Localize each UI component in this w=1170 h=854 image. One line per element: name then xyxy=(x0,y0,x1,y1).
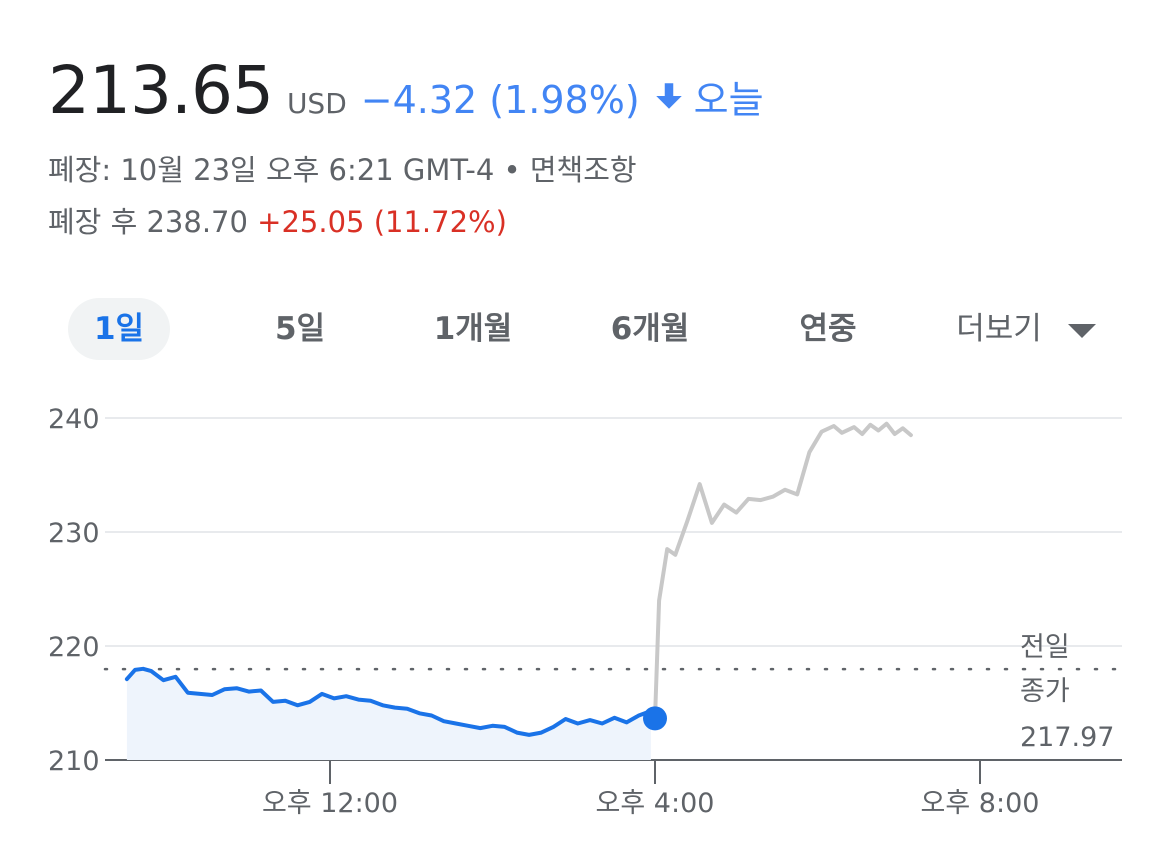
y-tick-label: 230 xyxy=(48,518,100,549)
previous-close-value: 217.97 xyxy=(1020,722,1114,753)
previous-close-label: 종가 xyxy=(1020,676,1070,707)
after-hours-price: 폐장 후 238.70 xyxy=(48,205,248,239)
triangle-down-icon xyxy=(1067,323,1096,338)
x-tick-label: 오후 12:00 xyxy=(262,788,398,819)
close-info: 폐장: 10월 23일 오후 6:21 GMT-4 • 면책조항 xyxy=(48,147,1150,189)
y-tick-label: 210 xyxy=(48,746,100,777)
regular-area-fill xyxy=(126,668,651,760)
period-label: 오늘 xyxy=(693,78,764,122)
price-row: 213.65 USD −4.32 (1.98%) 오늘 xyxy=(48,52,1150,129)
line-layer xyxy=(124,421,913,737)
after-hours-change: +25.05 (11.72%) xyxy=(257,205,507,239)
tab-6m[interactable]: 6개월 xyxy=(610,311,690,347)
tab-1d[interactable]: 1일 xyxy=(68,298,170,360)
after-hours-line xyxy=(653,421,913,721)
regular-session-line xyxy=(124,666,653,737)
more-menu[interactable]: 더보기 xyxy=(946,298,1106,360)
price-change: −4.32 (1.98%) xyxy=(360,78,640,122)
y-tick-label: 240 xyxy=(48,404,100,435)
more-label: 더보기 xyxy=(956,311,1042,347)
x-tick-label: 오후 4:00 xyxy=(596,788,715,819)
after-hours-info: 폐장 후 238.70 +25.05 (11.72%) xyxy=(48,199,1150,241)
arrow-down-icon xyxy=(655,83,682,109)
fill-layer xyxy=(126,668,651,760)
close-point-marker xyxy=(643,706,667,731)
current-price: 213.65 xyxy=(48,52,274,129)
tab-5d[interactable]: 5일 xyxy=(274,311,326,347)
close-info-text: 폐장: 10월 23일 오후 6:21 GMT-4 • 면책조항 xyxy=(48,153,637,187)
x-tick-label: 오후 8:00 xyxy=(921,788,1040,819)
tab-ytd[interactable]: 연중 xyxy=(799,311,857,347)
tab-1m[interactable]: 1개월 xyxy=(433,311,513,347)
currency-label: USD xyxy=(286,87,347,120)
quote-header: 213.65 USD −4.32 (1.98%) 오늘 폐장: 10월 23일 … xyxy=(48,52,1150,241)
previous-close-label: 전일 xyxy=(1020,632,1070,663)
y-tick-label: 220 xyxy=(48,632,100,663)
range-tabs: 1일 5일 1개월 6개월 연중 더보기 xyxy=(68,298,1108,360)
